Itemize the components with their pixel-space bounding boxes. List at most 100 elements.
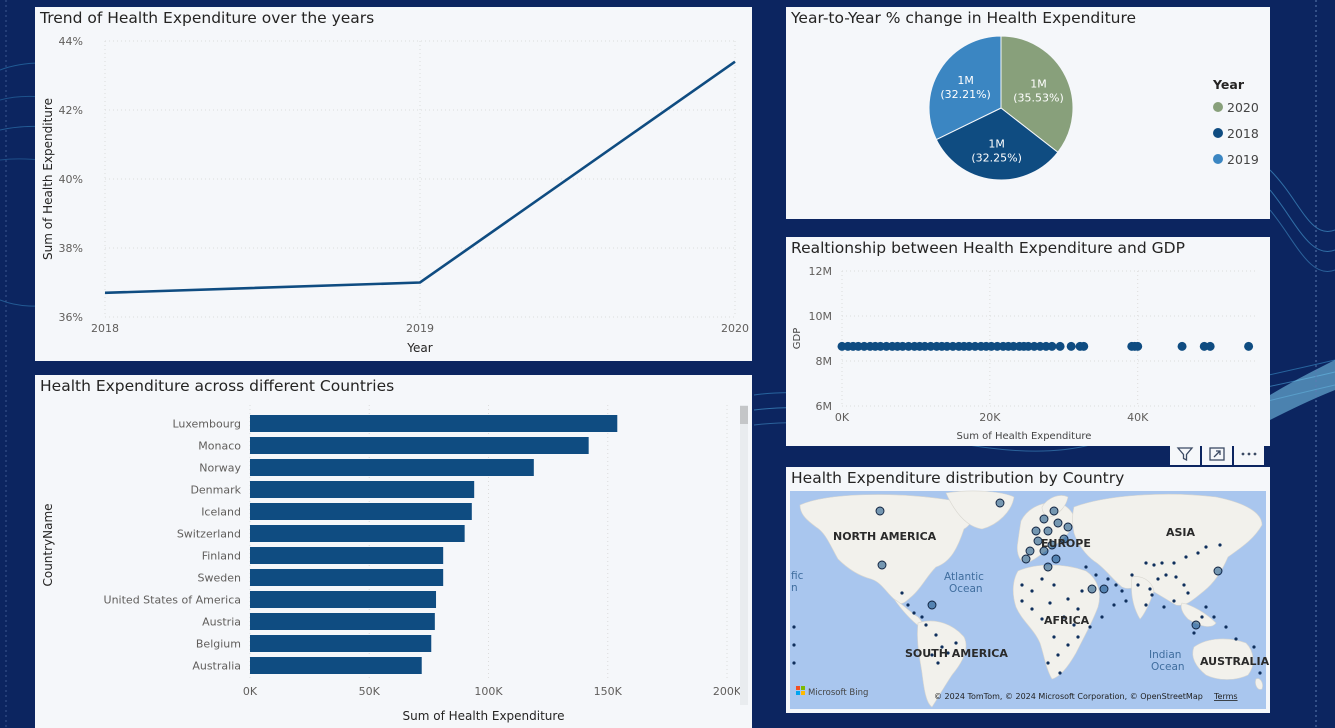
map-bubble[interactable] [1204, 605, 1208, 609]
bar-norway[interactable] [250, 459, 534, 476]
map-bubble[interactable] [1100, 615, 1104, 619]
map-bubble[interactable] [1150, 593, 1154, 597]
bar-united-states-of-america[interactable] [250, 591, 437, 608]
map-bubble[interactable] [1020, 583, 1024, 587]
map-bubble[interactable] [1162, 605, 1166, 609]
map-bubble[interactable] [1088, 625, 1092, 629]
map-bubble[interactable] [1021, 554, 1031, 564]
map-bubble[interactable] [1224, 625, 1228, 629]
bar-luxembourg[interactable] [250, 415, 618, 432]
map-bubble[interactable] [1106, 577, 1110, 581]
map-bubble[interactable] [1212, 615, 1216, 619]
map-bubble[interactable] [912, 611, 916, 615]
map-bubble[interactable] [1066, 597, 1070, 601]
pie-chart[interactable]: 1M(35.53%)1M(32.25%)1M(32.21%)Year202020… [786, 7, 1270, 219]
scatter-panel[interactable]: Realtionship between Health Expenditure … [786, 237, 1270, 446]
map-bubble[interactable] [1172, 561, 1176, 565]
map-bubble[interactable] [936, 661, 940, 665]
map-bubble[interactable] [1172, 599, 1176, 603]
map-bubble[interactable] [1213, 566, 1223, 576]
map-bubble[interactable] [1043, 526, 1053, 536]
map-bubble[interactable] [1191, 620, 1201, 630]
map-bubble[interactable] [1048, 601, 1052, 605]
map-bubble[interactable] [1184, 555, 1188, 559]
scrollbar-thumb[interactable] [740, 406, 748, 424]
map-bubble[interactable] [1066, 643, 1070, 647]
map-panel[interactable]: Health Expenditure distribution by Count… [786, 467, 1270, 713]
map-terms-link[interactable]: Terms [1213, 692, 1238, 701]
map-bubble[interactable] [1056, 653, 1060, 657]
pie-legend-item-2020[interactable]: 2020 [1227, 100, 1259, 115]
map-bubble[interactable] [1080, 589, 1084, 593]
bar-denmark[interactable] [250, 481, 475, 498]
map-bubble[interactable] [1084, 565, 1088, 569]
map-bubble[interactable] [1114, 583, 1118, 587]
map-bubble[interactable] [1049, 506, 1059, 516]
map-bubble[interactable] [1156, 577, 1160, 581]
map-bubble[interactable] [1120, 589, 1124, 593]
map-bubble[interactable] [1148, 587, 1152, 591]
pie-panel[interactable]: Year-to-Year % change in Health Expendit… [786, 7, 1270, 219]
map-bubble[interactable] [954, 641, 958, 645]
scatter-chart[interactable]: 6M 8M 10M 12M 0K 20K 40K Sum of Health Expendit… [786, 237, 1270, 446]
more-options-button[interactable] [1234, 443, 1264, 465]
map-bubble[interactable] [1204, 545, 1208, 549]
map-bubble[interactable] [1192, 631, 1196, 635]
map-bubble[interactable] [1186, 591, 1190, 595]
map-bubble[interactable] [1144, 561, 1148, 565]
map-bubble[interactable] [1025, 546, 1035, 556]
map-bubble[interactable] [1039, 514, 1049, 524]
bar-finland[interactable] [250, 547, 444, 564]
bar-switzerland[interactable] [250, 525, 465, 542]
map-bubble[interactable] [1182, 583, 1186, 587]
map-bubble[interactable] [1031, 526, 1041, 536]
map-bubble[interactable] [1047, 540, 1057, 550]
map-bubble[interactable] [1033, 536, 1043, 546]
map-bubble[interactable] [792, 661, 796, 665]
filter-button[interactable] [1170, 443, 1200, 465]
map-bubble[interactable] [1196, 551, 1200, 555]
map-bubble[interactable] [1164, 573, 1168, 577]
pie-slice-2019[interactable] [928, 35, 1002, 141]
map-bubble[interactable] [1076, 607, 1080, 611]
world-map[interactable]: NORTH AMERICA EUROPE ASIA AFRICA SOUTH A… [786, 467, 1270, 713]
bar-chart[interactable]: 0K 50K 100K 150K 200K Luxembourg Monaco Norway D… [35, 375, 752, 728]
map-bubble[interactable] [875, 506, 885, 516]
scatter-point[interactable] [1079, 341, 1089, 351]
bar-sweden[interactable] [250, 569, 444, 586]
pie-legend-item-2018[interactable]: 2018 [1227, 126, 1259, 141]
map-bubble[interactable] [900, 591, 904, 595]
bar-panel[interactable]: Health Expenditure across different Coun… [35, 375, 752, 728]
map-bubble[interactable] [1144, 603, 1148, 607]
trend-series-line[interactable] [104, 60, 736, 295]
map-bubble[interactable] [1020, 599, 1024, 603]
map-bubble[interactable] [1040, 577, 1044, 581]
focus-mode-button[interactable] [1202, 443, 1232, 465]
scatter-point[interactable] [1055, 341, 1065, 351]
pie-slice-2020[interactable] [1000, 35, 1074, 153]
map-bubble[interactable] [1040, 617, 1044, 621]
map-bubble[interactable] [1099, 584, 1109, 594]
trend-panel[interactable]: Trend of Health Expenditure over the yea… [35, 7, 752, 361]
scatter-point[interactable] [1066, 341, 1076, 351]
map-bubble[interactable] [946, 651, 950, 655]
map-bubble[interactable] [920, 615, 924, 619]
map-bubble[interactable] [877, 560, 887, 570]
scatter-point[interactable] [1205, 341, 1215, 351]
map-bubble[interactable] [1124, 599, 1128, 603]
map-bubble[interactable] [1130, 573, 1134, 577]
map-bubble[interactable] [1053, 518, 1063, 528]
map-bubble[interactable] [1136, 583, 1140, 587]
map-bubble[interactable] [1052, 583, 1056, 587]
map-bubble[interactable] [1046, 661, 1050, 665]
map-bubble[interactable] [1234, 637, 1238, 641]
map-bubble[interactable] [1258, 671, 1262, 675]
pie-slice-2018[interactable] [935, 107, 1059, 181]
bar-iceland[interactable] [250, 503, 472, 520]
map-bubble[interactable] [906, 603, 910, 607]
map-bubble[interactable] [1218, 543, 1222, 547]
scatter-point[interactable] [1244, 341, 1254, 351]
bar-belgium[interactable] [250, 635, 432, 652]
map-bubble[interactable] [1043, 562, 1053, 572]
scatter-point[interactable] [1133, 341, 1143, 351]
